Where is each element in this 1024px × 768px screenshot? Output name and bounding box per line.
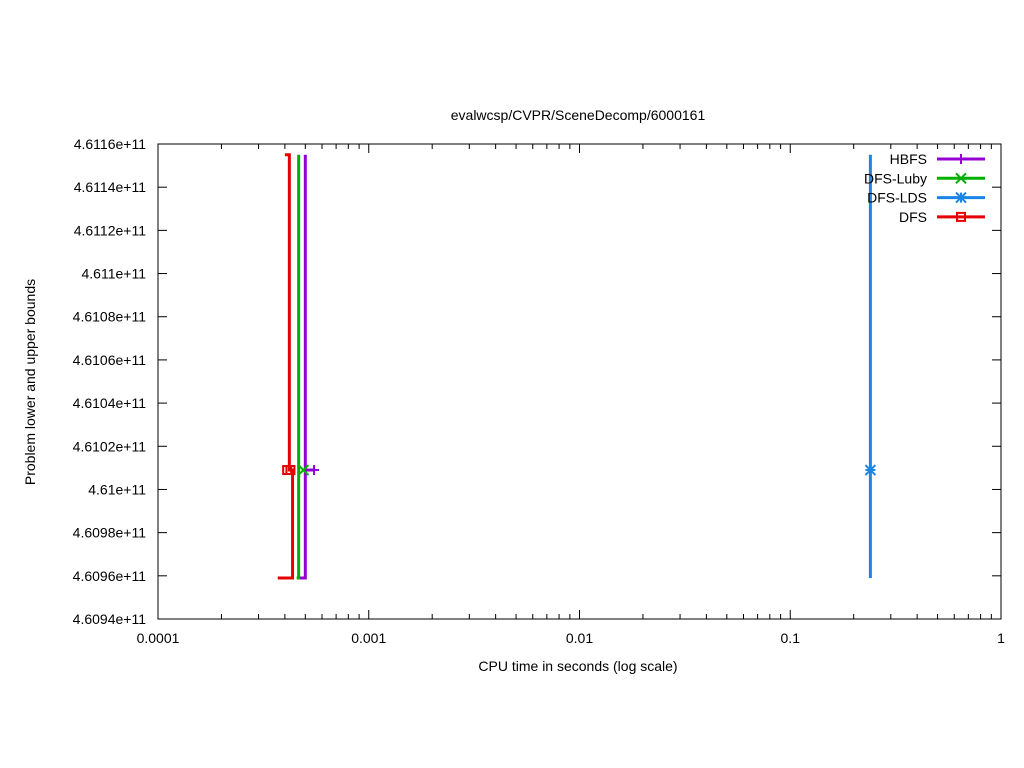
- series-layer: [277, 153, 877, 580]
- y-tick-label: 4.611e+11: [82, 266, 147, 282]
- legend-marker: [955, 191, 967, 204]
- x-axis-label: CPU time in seconds (log scale): [478, 658, 677, 674]
- legend-item-hbfs: HBFS: [890, 151, 985, 167]
- series-dfs-point: [285, 465, 296, 476]
- legend-label: DFS: [899, 209, 927, 225]
- y-tick-label: 4.6116e+11: [74, 136, 146, 152]
- y-tick-label: 4.6106e+11: [73, 352, 147, 368]
- series-hbfs-lower-bound-line: [297, 154, 307, 580]
- x-tick-label: 0.001: [351, 630, 386, 646]
- x-tick-label: 0.0001: [137, 630, 180, 646]
- y-tick-label: 4.6104e+11: [73, 395, 147, 411]
- series-dfs-lower-bound-line: [277, 153, 295, 580]
- legend: HBFS DFS-Luby DFS-LDS DFS: [864, 151, 985, 225]
- series-hbfs-point: [309, 465, 320, 476]
- x-tick-label: 1: [997, 630, 1005, 646]
- y-tick-label: 4.6112e+11: [74, 222, 146, 238]
- legend-item-dfs-lds: DFS-LDS: [867, 190, 985, 206]
- y-axis: 4.6094e+11 4.6096e+11 4.6098e+11 4.61e+11 4.…: [73, 136, 1001, 627]
- y-tick-label: 4.6102e+11: [73, 438, 147, 454]
- legend-marker: [956, 154, 966, 164]
- chart-title: evalwcsp/CVPR/SceneDecomp/6000161: [451, 107, 706, 123]
- series-dfs-lds-point: [864, 464, 877, 476]
- x-tick-label: 0.01: [566, 630, 593, 646]
- y-tick-label: 4.6094e+11: [73, 611, 147, 627]
- x-tick-label: 0.1: [781, 630, 801, 646]
- legend-marker: [955, 172, 967, 185]
- legend-marker: [956, 211, 966, 222]
- y-axis-label: Problem lower and upper bounds: [22, 279, 38, 485]
- series-dfs-luby-lower-bound-line: [296, 154, 301, 580]
- legend-item-dfs-luby: DFS-Luby: [864, 170, 985, 186]
- x-axis: 0.0001 0.001 0.01 0.1 1: [137, 144, 1005, 646]
- y-tick-label: 4.6108e+11: [73, 309, 147, 325]
- y-tick-label: 4.6114e+11: [74, 179, 146, 195]
- y-tick-label: 4.6098e+11: [73, 525, 147, 541]
- series-dfs-luby-point: [297, 464, 310, 476]
- legend-label: DFS-LDS: [867, 190, 927, 206]
- legend-label: HBFS: [890, 151, 927, 167]
- plot-area: [157, 143, 1002, 620]
- legend-label: DFS-Luby: [864, 170, 927, 186]
- y-tick-label: 4.61e+11: [88, 481, 146, 497]
- legend-item-dfs: DFS: [899, 209, 985, 225]
- y-tick-label: 4.6096e+11: [73, 568, 147, 584]
